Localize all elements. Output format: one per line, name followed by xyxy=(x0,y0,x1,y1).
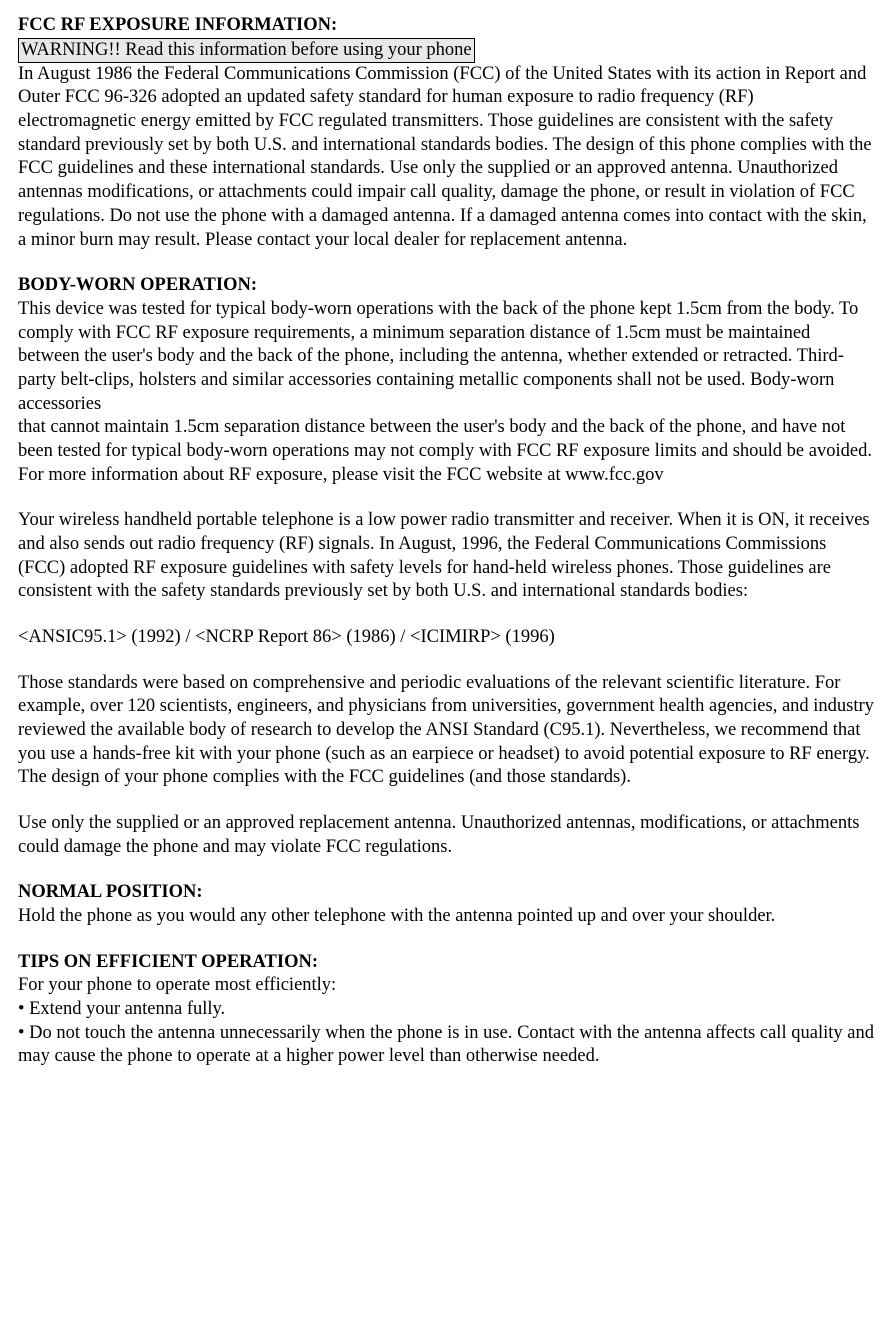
normal-position-section: NORMAL POSITION: Hold the phone as you w… xyxy=(18,881,874,928)
body-worn-p1: This device was tested for typical body-… xyxy=(18,298,874,416)
body-worn-p6: Use only the supplied or an approved rep… xyxy=(18,812,874,859)
body-worn-section: BODY-WORN OPERATION: This device was tes… xyxy=(18,274,874,859)
body-worn-standards: <ANSIC95.1> (1992) / <NCRP Report 86> (1… xyxy=(18,626,874,650)
body-worn-p3: For more information about RF exposure, … xyxy=(18,464,874,488)
fcc-title: FCC RF EXPOSURE INFORMATION: xyxy=(18,14,874,38)
body-worn-p2: that cannot maintain 1.5cm separation di… xyxy=(18,416,874,463)
fcc-section: FCC RF EXPOSURE INFORMATION: WARNING!! R… xyxy=(18,14,874,252)
fcc-warning-box: WARNING!! Read this information before u… xyxy=(18,38,475,63)
fcc-body: In August 1986 the Federal Communication… xyxy=(18,63,874,252)
tips-title: TIPS ON EFFICIENT OPERATION: xyxy=(18,951,874,975)
body-worn-p4: Your wireless handheld portable telephon… xyxy=(18,509,874,604)
normal-position-title: NORMAL POSITION: xyxy=(18,881,874,905)
tips-section: TIPS ON EFFICIENT OPERATION: For your ph… xyxy=(18,951,874,1069)
normal-position-body: Hold the phone as you would any other te… xyxy=(18,905,874,929)
tips-bullet-1: • Extend your antenna fully. xyxy=(18,998,874,1022)
tips-bullet-2: • Do not touch the antenna unnecessarily… xyxy=(18,1022,874,1069)
tips-intro: For your phone to operate most efficient… xyxy=(18,974,874,998)
body-worn-title: BODY-WORN OPERATION: xyxy=(18,274,874,298)
body-worn-p5: Those standards were based on comprehens… xyxy=(18,672,874,790)
